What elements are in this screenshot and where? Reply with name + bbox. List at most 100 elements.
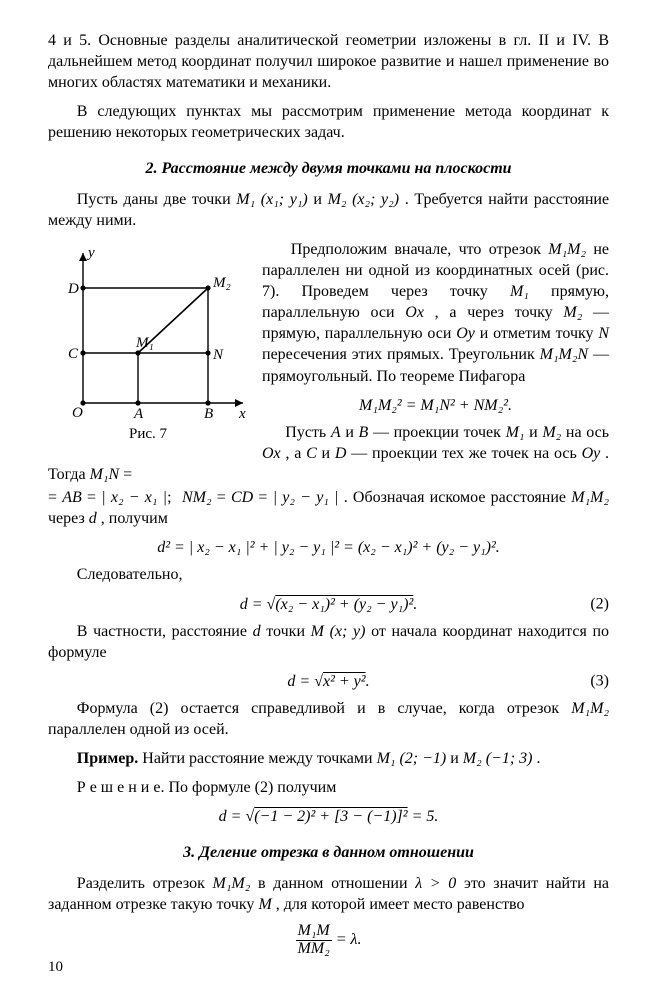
label-N: N (212, 347, 224, 363)
math: = λ. (332, 931, 362, 948)
math: M₁ (x₁; y₁) (236, 191, 307, 208)
math: (−1 − 2)² + [3 − (−1)]² (254, 808, 407, 825)
radicand: x² + y² (323, 673, 366, 690)
text: и отметим точку (480, 325, 599, 342)
paragraph-6: Следовательно, (48, 564, 609, 585)
math: M₁M₂² = M₁N² + NM₂². (359, 397, 512, 414)
text: По формуле (2) получим (168, 779, 336, 796)
math: d (89, 510, 97, 527)
text: . Обозначая искомое расстояние (344, 489, 572, 506)
example-label: Пример. (77, 750, 138, 767)
text: . (536, 750, 540, 767)
math: Oy (456, 325, 475, 342)
text: Формула (2) остается справедливой и в сл… (77, 700, 571, 717)
text: Пусть (285, 424, 331, 441)
paragraph-8: Формула (2) остается справедливой и в сл… (48, 698, 609, 740)
text: и (313, 191, 327, 208)
math: d = (219, 808, 246, 825)
math: M (258, 896, 271, 913)
math: d (253, 623, 261, 640)
math: M₁M₂N (540, 346, 588, 363)
math: M₁M₂ (213, 875, 251, 892)
math: M₁M₂ (571, 700, 609, 717)
text: = (123, 466, 132, 483)
math: B (359, 424, 369, 441)
text: Пусть даны две точки (77, 191, 236, 208)
text: , получим (101, 510, 168, 527)
label-M1: M₁ (135, 335, 154, 351)
math: A (331, 424, 341, 441)
math: C (306, 445, 317, 462)
text: и (322, 445, 335, 462)
fraction-denominator: MM₂ (296, 941, 332, 958)
math: Oy (582, 445, 601, 462)
solution-label: Р е ш е н и е. (77, 779, 165, 796)
section-2-title: 2. Расстояние между двумя точками на пло… (48, 158, 609, 179)
math: √ (267, 596, 276, 613)
math: d = (287, 673, 314, 690)
text: точки (266, 623, 310, 640)
math: AB (62, 489, 82, 506)
math: CD (231, 489, 253, 506)
label-C: C (68, 346, 79, 362)
fraction-numerator: M₁M (296, 923, 332, 941)
fraction: M₁M MM₂ (296, 923, 332, 958)
formula-d2: d² = | x₂ − x₁ |² + | y₂ − y₁ |² = (x₂ −… (48, 537, 609, 558)
math: | x₂ − x₁ | (101, 489, 167, 506)
text: Найти расстояние между точками (142, 750, 376, 767)
paragraph-3: Пусть даны две точки M₁ (x₁; y₁) и M₂ (x… (48, 189, 609, 231)
text: в данном отношении (258, 875, 415, 892)
figure-caption: Рис. 7 (48, 425, 248, 445)
math: λ > 0 (415, 875, 456, 892)
label-M2: M₂ (212, 275, 231, 291)
math: . (366, 673, 370, 690)
text: , а (285, 445, 306, 462)
formula-ratio: M₁M MM₂ = λ. (48, 923, 609, 958)
formula-d-origin: d = √x² + y². (3) (48, 671, 609, 692)
paragraph-5b: = AB = | x₂ − x₁ |; NM₂ = CD = | y₂ − y₁… (48, 487, 609, 529)
math: M₁ (506, 424, 525, 441)
math: D (335, 445, 347, 462)
math: M₁ (2; −1) (377, 750, 447, 767)
axis-label-y: y (86, 245, 95, 261)
math: d = (240, 596, 267, 613)
math: . (413, 596, 417, 613)
text: — проекции тех же точек на ось (351, 445, 581, 462)
math: | y₂ − y₁ | (273, 489, 339, 506)
text: параллелен одной из осей. (48, 721, 229, 738)
text: и (450, 750, 463, 767)
math: M₂ (542, 424, 561, 441)
text (262, 424, 281, 441)
formula-d-root: d = √(x₂ − x₁)² + (y₂ − y₁)². (2) (48, 594, 609, 615)
math: M₁M₂ (548, 241, 586, 258)
solution: Р е ш е н и е. По формуле (2) получим (48, 777, 609, 798)
text: и (529, 424, 542, 441)
math: (x₂ − x₁)² + (y₂ − y₁)² (275, 596, 413, 613)
text: Предположим вначале, что отрезок (291, 241, 548, 258)
text: на ось (566, 424, 609, 441)
equation-number-3: (3) (590, 671, 609, 692)
math: NM₂ (182, 489, 212, 506)
paragraph-1: 4 и 5. Основные разделы аналитической ге… (48, 30, 609, 93)
text: пересечения этих прямых. Треугольник (262, 346, 540, 363)
equation-number-2: (2) (590, 594, 609, 615)
radicand: (−1 − 2)² + [3 − (−1)]² (254, 808, 407, 825)
math: √ (245, 808, 254, 825)
example: Пример. Найти расстояние между точками M… (48, 748, 609, 769)
math: d² = | x₂ − x₁ |² + | y₂ − y₁ |² = (x₂ −… (157, 539, 500, 556)
math: M₂ (−1; 3) (463, 750, 533, 767)
text: — проекции точек (373, 424, 506, 441)
radicand: (x₂ − x₁)² + (y₂ − y₁)² (275, 596, 413, 613)
page-number: 10 (48, 958, 63, 978)
math: Ox (405, 304, 424, 321)
math: Ox (262, 445, 281, 462)
section-3-title: 3. Деление отрезка в данном отношении (48, 842, 609, 863)
math: M₁ (510, 283, 529, 300)
text: В частности, расстояние (77, 623, 253, 640)
text: через (48, 510, 89, 527)
math: = 5. (408, 808, 439, 825)
math: √ (314, 673, 323, 690)
math: M₂ (563, 304, 582, 321)
math: x² + y² (323, 673, 366, 690)
page: 4 и 5. Основные разделы аналитической ге… (0, 0, 657, 1000)
